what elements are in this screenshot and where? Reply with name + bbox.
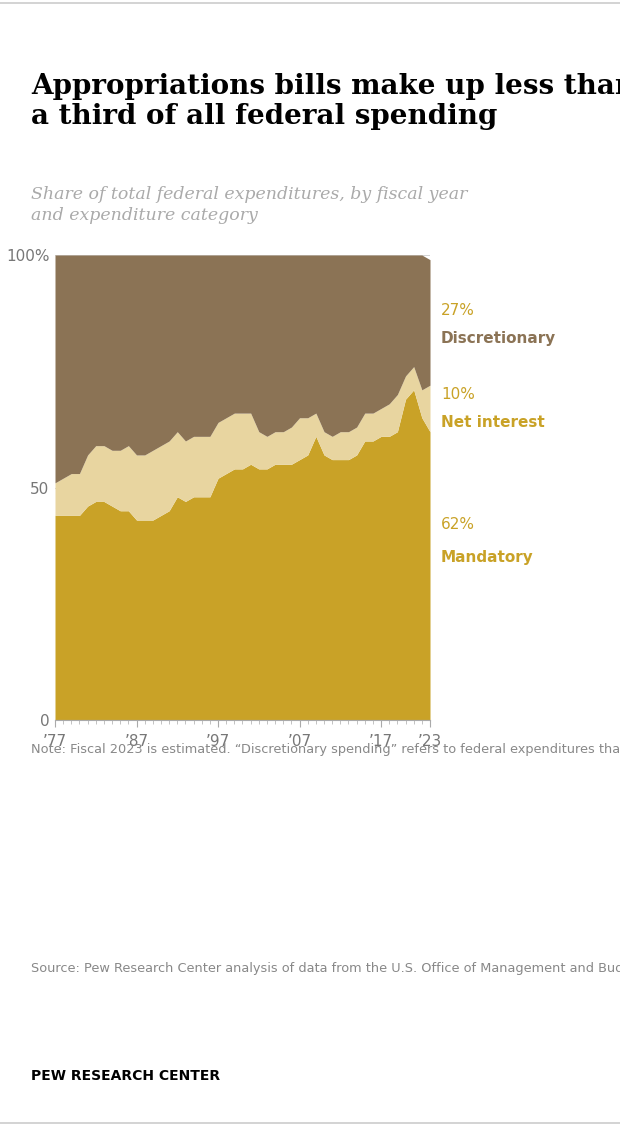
- Text: Net interest: Net interest: [441, 414, 545, 430]
- Text: PEW RESEARCH CENTER: PEW RESEARCH CENTER: [31, 1070, 220, 1083]
- Text: Mandatory: Mandatory: [441, 549, 534, 565]
- Text: Discretionary: Discretionary: [441, 331, 556, 346]
- Text: Appropriations bills make up less than
a third of all federal spending: Appropriations bills make up less than a…: [31, 73, 620, 131]
- Text: Source: Pew Research Center analysis of data from the U.S. Office of Management : Source: Pew Research Center analysis of …: [31, 962, 620, 975]
- Text: Note: Fiscal 2023 is estimated. “Discretionary spending” refers to federal expen: Note: Fiscal 2023 is estimated. “Discret…: [31, 742, 620, 756]
- Text: 27%: 27%: [441, 303, 475, 319]
- Text: Share of total federal expenditures, by fiscal year
and expenditure category: Share of total federal expenditures, by …: [31, 186, 467, 224]
- Text: 62%: 62%: [441, 517, 475, 533]
- Text: 10%: 10%: [441, 387, 475, 402]
